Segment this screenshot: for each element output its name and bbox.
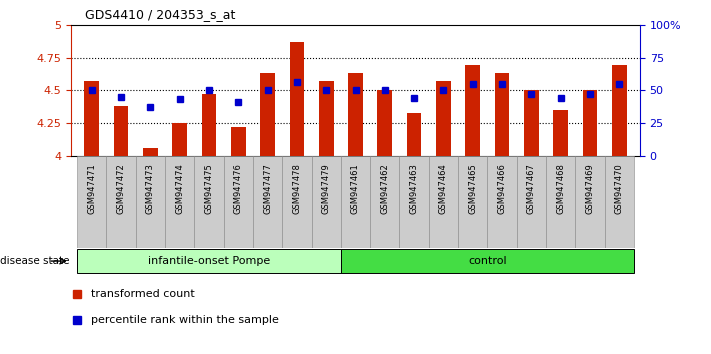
Bar (311, 156, 341, 248)
Bar (553, 110, 568, 156)
Bar (136, 156, 165, 248)
Bar (524, 90, 539, 156)
Text: GDS4410 / 204353_s_at: GDS4410 / 204353_s_at (85, 8, 235, 21)
Bar (378, 90, 392, 156)
Text: GSM947478: GSM947478 (292, 163, 301, 214)
Bar (165, 156, 194, 248)
Bar (407, 113, 422, 156)
Bar (85, 81, 99, 156)
Text: GSM947479: GSM947479 (321, 163, 331, 214)
Bar (495, 73, 509, 156)
Bar (546, 156, 575, 248)
Bar (319, 81, 333, 156)
Text: GSM947468: GSM947468 (556, 163, 565, 214)
Text: GSM947471: GSM947471 (87, 163, 96, 214)
Bar (172, 123, 187, 156)
Text: GSM947475: GSM947475 (204, 163, 213, 214)
Bar (77, 249, 341, 273)
Bar (341, 249, 634, 273)
Bar (612, 65, 626, 156)
Bar (260, 73, 275, 156)
Bar (575, 156, 605, 248)
Text: GSM947476: GSM947476 (234, 163, 242, 214)
Bar (194, 156, 223, 248)
Text: percentile rank within the sample: percentile rank within the sample (91, 315, 279, 325)
Text: GSM947467: GSM947467 (527, 163, 536, 214)
Text: transformed count: transformed count (91, 289, 195, 299)
Text: GSM947464: GSM947464 (439, 163, 448, 214)
Bar (253, 156, 282, 248)
Text: GSM947474: GSM947474 (175, 163, 184, 214)
Text: GSM947466: GSM947466 (498, 163, 507, 214)
Bar (282, 156, 311, 248)
Bar (605, 156, 634, 248)
Bar (289, 42, 304, 156)
Bar (400, 156, 429, 248)
Text: infantile-onset Pompe: infantile-onset Pompe (148, 256, 270, 266)
Text: GSM947469: GSM947469 (586, 163, 594, 214)
Bar (143, 148, 158, 156)
Bar (231, 127, 245, 156)
Text: GSM947477: GSM947477 (263, 163, 272, 214)
Bar (348, 73, 363, 156)
Text: disease state: disease state (0, 256, 70, 266)
Bar (429, 156, 458, 248)
Text: GSM947462: GSM947462 (380, 163, 390, 214)
Text: control: control (468, 256, 507, 266)
Bar (114, 106, 128, 156)
Text: GSM947473: GSM947473 (146, 163, 155, 214)
Bar (583, 90, 597, 156)
Bar (436, 81, 451, 156)
Text: GSM947470: GSM947470 (615, 163, 624, 214)
Bar (223, 156, 253, 248)
Bar (77, 156, 106, 248)
Bar (488, 156, 517, 248)
Bar (341, 156, 370, 248)
Bar (458, 156, 488, 248)
Text: GSM947472: GSM947472 (117, 163, 125, 214)
Text: GSM947463: GSM947463 (410, 163, 419, 214)
Bar (202, 94, 216, 156)
Text: GSM947461: GSM947461 (351, 163, 360, 214)
Bar (517, 156, 546, 248)
Bar (106, 156, 136, 248)
Bar (370, 156, 400, 248)
Text: GSM947465: GSM947465 (469, 163, 477, 214)
Bar (466, 65, 480, 156)
